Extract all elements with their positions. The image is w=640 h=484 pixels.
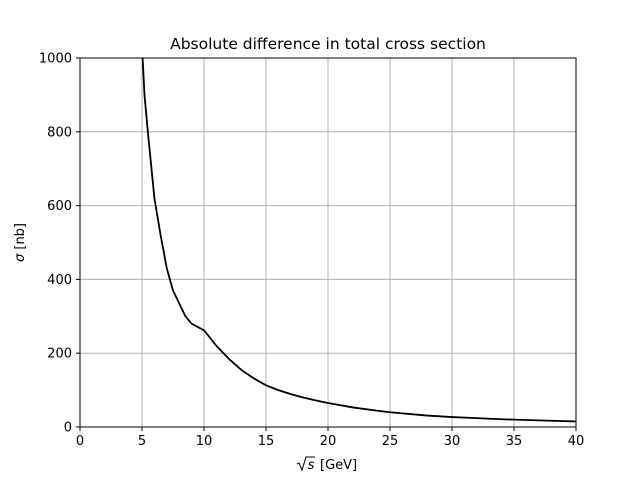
- sqrt-radical-icon: [296, 456, 315, 472]
- x-axis-unit: [GeV]: [320, 458, 357, 473]
- x-tick-label: 10: [196, 434, 213, 449]
- y-axis-symbol: σ: [13, 253, 28, 262]
- x-axis-label: s [GeV]: [296, 456, 357, 473]
- y-tick-label: 1000: [39, 52, 72, 67]
- x-tick-label: 5: [138, 434, 146, 449]
- y-tick-label: 400: [47, 273, 72, 288]
- x-tick-label: 40: [568, 434, 585, 449]
- x-tick-label: 20: [320, 434, 337, 449]
- y-tick-label: 800: [47, 125, 72, 140]
- series-line: [141, 57, 577, 423]
- x-axis-variable: s: [308, 458, 315, 473]
- grid-layer: [79, 57, 577, 428]
- chart-title: Absolute difference in total cross secti…: [170, 35, 486, 53]
- x-tick-label: 35: [506, 434, 523, 449]
- x-tick-label: 25: [382, 434, 399, 449]
- y-axis-label-text: σ [nb]: [13, 223, 28, 262]
- x-tick-label: 30: [444, 434, 461, 449]
- series-layer: [141, 57, 577, 423]
- y-tick-label: 0: [64, 421, 72, 436]
- x-tick-label: 15: [258, 434, 275, 449]
- y-tick-label: 200: [47, 347, 72, 362]
- y-tick-label: 600: [47, 199, 72, 214]
- y-axis-label: σ [nb]: [13, 223, 28, 262]
- y-axis-unit: [nb]: [13, 223, 28, 254]
- x-tick-label: 0: [76, 434, 84, 449]
